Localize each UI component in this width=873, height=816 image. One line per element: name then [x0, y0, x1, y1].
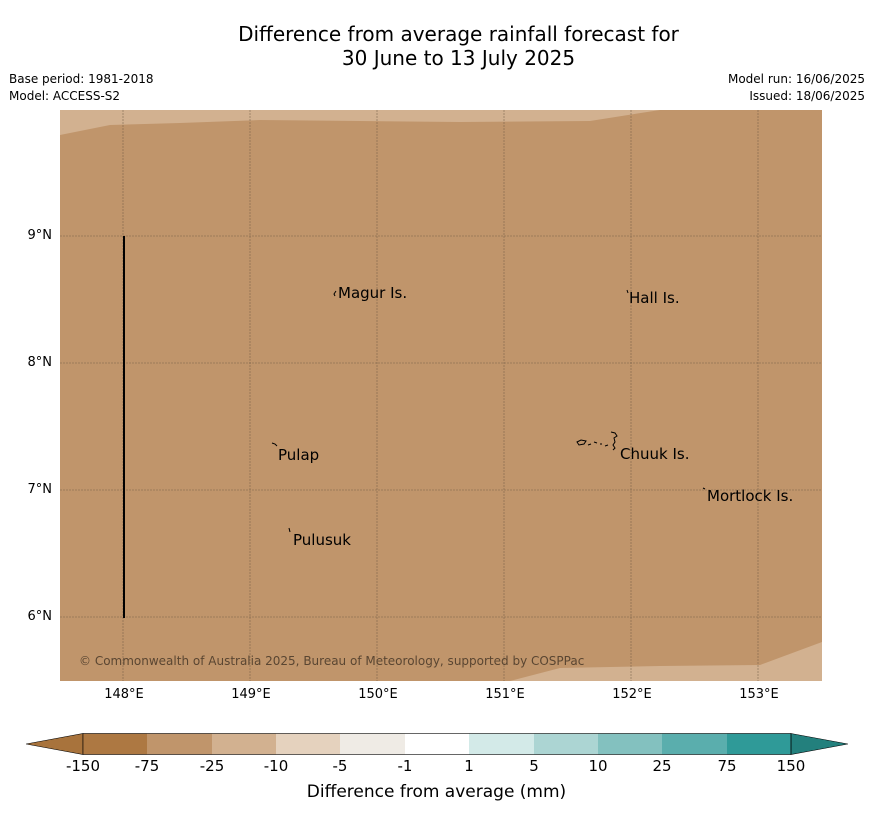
- colorbar-bin: [147, 733, 212, 755]
- rainfall-main-area: [60, 110, 822, 681]
- place-label-pulap: Pulap: [278, 446, 320, 464]
- colorbar-bin: [83, 733, 147, 755]
- colorbar-bin: [534, 733, 598, 755]
- colorbar-tick: -25: [199, 757, 225, 775]
- colorbar-tick: 150: [776, 757, 806, 775]
- colorbar-tick: 10: [588, 757, 608, 775]
- model-name: Model: ACCESS-S2: [9, 89, 121, 103]
- colorbar-tick: -75: [134, 757, 160, 775]
- lat-label: 8°N: [27, 355, 53, 370]
- copyright-notice: © Commonwealth of Australia 2025, Bureau…: [79, 654, 585, 668]
- lon-label: 153°E: [739, 687, 779, 702]
- colorbar-bin: [212, 733, 276, 755]
- lat-label: 6°N: [27, 609, 53, 624]
- meta-right: Model run: 16/06/2025 Issued: 18/06/2025: [728, 71, 865, 105]
- island-outlines: [271, 289, 706, 533]
- colorbar-bin: [662, 733, 727, 755]
- base-period: Base period: 1981-2018: [9, 72, 154, 86]
- colorbar-high-extend: [790, 733, 848, 755]
- title-line-2: 30 June to 13 July 2025: [341, 46, 576, 70]
- colorbar-tick: 25: [652, 757, 672, 775]
- colorbar-bin: [727, 733, 791, 755]
- map-panel[interactable]: [60, 110, 822, 681]
- colorbar-tick: 75: [717, 757, 737, 775]
- lon-label: 150°E: [358, 687, 398, 702]
- issued-date: Issued: 18/06/2025: [749, 89, 865, 103]
- colorbar-tick: -5: [332, 757, 348, 775]
- colorbar-tick: 5: [529, 757, 539, 775]
- place-label-magur: Magur Is.: [338, 284, 408, 302]
- colorbar-tick: -10: [263, 757, 289, 775]
- colorbar-bin: [598, 733, 662, 755]
- title-line-1: Difference from average rainfall forecas…: [238, 22, 679, 46]
- colorbar-bin: [276, 733, 340, 755]
- lon-label: 148°E: [104, 687, 144, 702]
- colorbar-frame: [82, 733, 792, 755]
- rainfall-light-area-south: [510, 642, 822, 681]
- colorbar-tick: -1: [397, 757, 413, 775]
- model-run: Model run: 16/06/2025: [727, 72, 865, 86]
- meta-left: Base period: 1981-2018 Model: ACCESS-S2: [9, 71, 154, 105]
- place-label-hall: Hall Is.: [629, 289, 680, 307]
- colorbar-bin: [340, 733, 405, 755]
- lat-label: 9°N: [27, 228, 53, 243]
- colorbar-label: Difference from average (mm): [306, 782, 567, 802]
- colorbar-bin: [405, 733, 469, 755]
- colorbar-bin: [469, 733, 534, 755]
- map-title: Difference from average rainfall forecas…: [0, 22, 873, 70]
- colorbar: [26, 733, 848, 755]
- lon-label: 149°E: [231, 687, 271, 702]
- colorbar-low-extend: [26, 733, 84, 755]
- colorbar-tick: -150: [65, 757, 101, 775]
- place-label-chuuk: Chuuk Is.: [620, 445, 690, 463]
- lon-label: 152°E: [612, 687, 652, 702]
- place-label-pulusuk: Pulusuk: [293, 531, 351, 549]
- colorbar-tick: 1: [464, 757, 474, 775]
- lat-label: 7°N: [27, 482, 53, 497]
- place-label-mortlock: Mortlock Is.: [707, 487, 794, 505]
- lon-label: 151°E: [485, 687, 525, 702]
- rainfall-light-area-north: [60, 110, 822, 135]
- map-canvas: [60, 110, 822, 681]
